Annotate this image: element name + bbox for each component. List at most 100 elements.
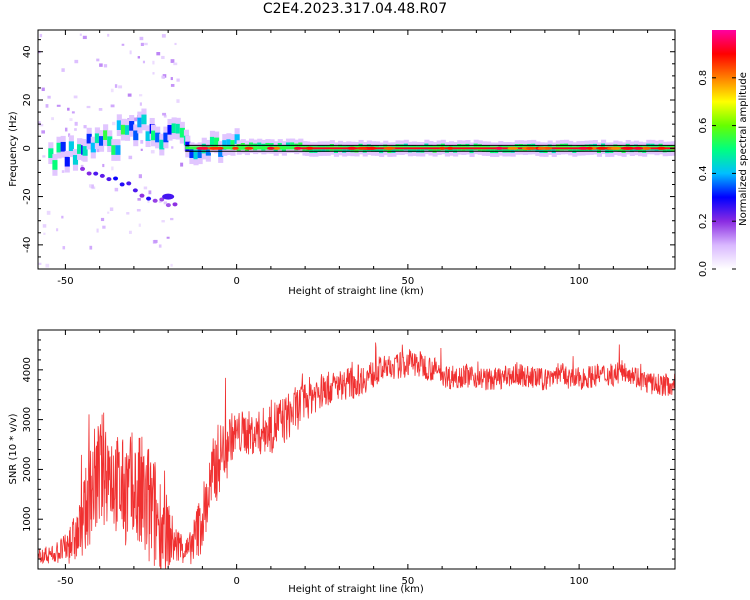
spectrogram-speckle (140, 42, 144, 47)
spectrogram-speckle (147, 200, 150, 203)
spectrogram-hotspot (644, 146, 651, 150)
spectrogram-speckle (89, 245, 93, 250)
spectrogram-cell (64, 156, 70, 167)
spectrogram-speckle (128, 155, 133, 160)
spectrogram-cell (68, 141, 74, 152)
spectrogram-hotspot (272, 146, 281, 150)
spectrogram-speckle (80, 164, 84, 169)
spectrogram-speckle (73, 95, 78, 99)
spectrogram-branch-cell (165, 203, 171, 208)
spectrogram-speckle (126, 212, 130, 215)
spectrogram-speckle (98, 108, 103, 111)
spectrogram-speckle (171, 146, 174, 149)
spectrogram-speckle (56, 228, 59, 232)
spectrogram-hotspot (244, 146, 254, 150)
spectrogram-speckle (111, 166, 114, 171)
spectrogram-branch-cell (162, 193, 175, 200)
spectrogram-ylabel: Frequency (Hz) (8, 111, 19, 187)
spectrogram-branch-cell (99, 173, 105, 178)
snr-ytick-label: 2000 (22, 457, 33, 482)
spectrogram-cell (82, 146, 88, 156)
spectrogram-cell (48, 148, 54, 158)
colorbar-tick-label: 0.0 (698, 261, 709, 277)
spectrogram-speckle (43, 232, 46, 235)
spectrogram-speckle (161, 55, 165, 60)
spectrogram-speckle (45, 263, 50, 268)
spectrogram-branch-cell (113, 176, 119, 181)
snr-xtick-label: 50 (402, 576, 415, 587)
spectrogram-branch-cell (126, 181, 132, 186)
spectrogram-cell (214, 137, 220, 148)
spectrogram-hotspot (305, 146, 314, 150)
snr-ytick-label: 3000 (22, 407, 33, 432)
spectrogram-cell (120, 124, 126, 135)
spectrogram-hotspot (209, 146, 221, 150)
spectrogram-cell (313, 146, 319, 153)
snr-ylabel: SNR (10 * v/v) (8, 413, 19, 484)
spectrogram-speckle (86, 105, 91, 109)
spectrogram-speckle (42, 155, 46, 158)
spectrogram-speckle (153, 239, 158, 243)
spectrogram-cell (56, 142, 62, 153)
spectrogram-speckle (39, 33, 43, 38)
spectrogram-cell (133, 130, 139, 141)
spectrogram-speckle (170, 77, 173, 81)
spectrogram-speckle (61, 68, 65, 72)
spectrogram-hotspot (537, 146, 546, 150)
spectrogram-speckle (138, 223, 141, 227)
spectrogram-xtick-label: 50 (402, 276, 415, 287)
spectrogram-cell (98, 136, 105, 146)
spectrogram-speckle (46, 210, 51, 215)
spectrogram-cell (189, 148, 195, 159)
spectrogram-hotspot (621, 146, 633, 150)
spectrogram-cell (72, 155, 79, 165)
spectrogram-speckle (156, 52, 161, 56)
spectrogram-speckle (41, 130, 45, 134)
snr-xtick-label: 0 (233, 576, 239, 587)
spectrogram-cell (60, 141, 66, 152)
spectrogram-ytick-label: 40 (22, 45, 33, 58)
spectrogram-speckle (173, 62, 178, 66)
spectrogram-ridge-core (298, 147, 675, 150)
colorbar-label: Normalized spectral amplitude (738, 72, 749, 226)
spectrogram-cell (494, 146, 500, 154)
spectrogram-speckle (42, 224, 47, 228)
snr-ytick-label: 1000 (22, 506, 33, 531)
spectrogram-speckle (79, 33, 82, 36)
spectrogram-speckle (152, 72, 155, 75)
spectrogram-speckle (102, 163, 105, 168)
spectrogram-speckle (162, 75, 165, 79)
spectrogram-panel: -50 0 50 100 -40 -20 0 20 40 Height of straight… (8, 29, 676, 297)
spectrogram-speckle (148, 190, 152, 195)
spectrogram-speckle (176, 78, 180, 82)
spectrogram-xtick-label: -50 (57, 276, 73, 287)
spectrogram-branch-cell (172, 202, 178, 207)
spectrogram-branch-cell (119, 182, 125, 187)
spectrogram-speckle (163, 201, 168, 205)
spectrogram-speckle (102, 225, 106, 229)
spectrogram-cell (226, 139, 232, 149)
spectrogram-branch-cell (152, 198, 158, 203)
spectrogram-speckle (61, 215, 64, 219)
spectrogram-hotspot (633, 146, 644, 150)
spectrogram-speckle (121, 43, 125, 46)
spectrogram-cell (193, 149, 199, 160)
spectrogram-hotspot (446, 146, 454, 150)
spectrogram-speckle (109, 207, 114, 211)
spectrogram-speckle (103, 64, 108, 68)
spectrogram-cell (257, 142, 263, 150)
spectrogram-cell (218, 147, 224, 157)
spectrogram-speckle (68, 133, 71, 137)
spectrogram-hotspot (365, 146, 378, 150)
spectrogram-hotspot (656, 146, 667, 150)
spectrogram-cell (137, 117, 143, 128)
spectrogram-cell (197, 148, 203, 159)
spectrogram-marks (38, 33, 675, 268)
spectrogram-cell (116, 120, 122, 131)
spectrogram-speckle (143, 186, 148, 190)
colorbar-tick-label: 0.8 (698, 70, 709, 86)
spectrogram-cell (265, 142, 271, 150)
spectrogram-hotspot (596, 146, 608, 150)
spectrogram-speckle (144, 42, 148, 46)
spectrogram-speckle (139, 94, 143, 97)
